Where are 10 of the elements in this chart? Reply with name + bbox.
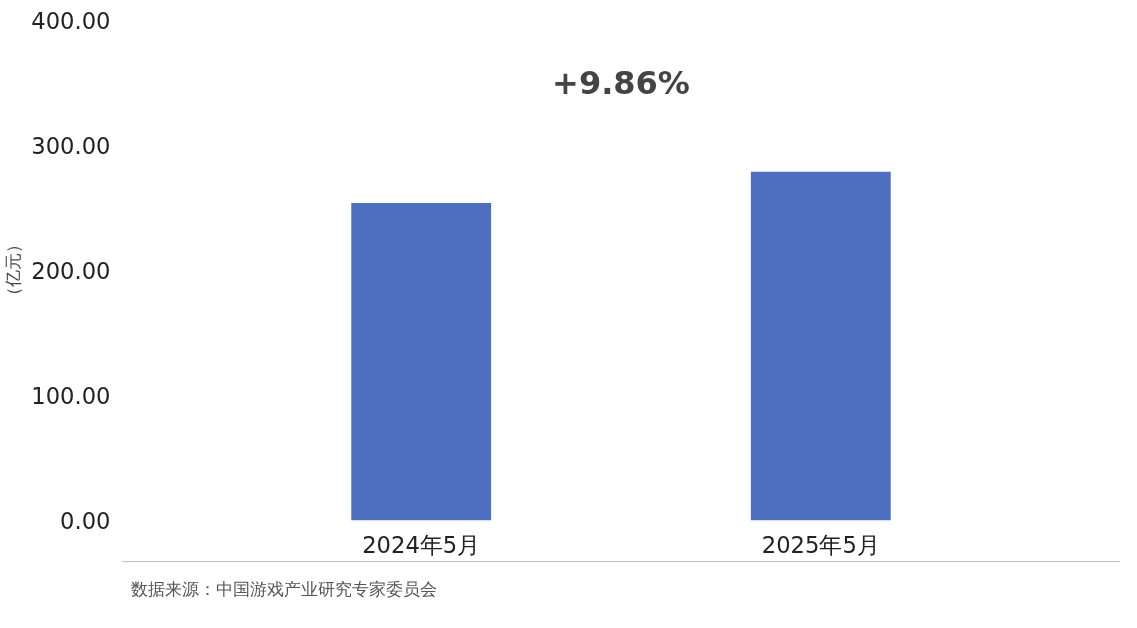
x-tick-label: 2025年5月 [761, 531, 880, 558]
y-axis-title: （亿元） [3, 236, 24, 305]
x-tick-label: 2024年5月 [362, 531, 481, 558]
source-note: 数据来源：中国游戏产业研究专家委员会 [131, 579, 438, 599]
y-tick-label: 400.00 [31, 8, 111, 34]
y-tick-label: 100.00 [31, 383, 111, 409]
y-tick-label: 300.00 [31, 133, 111, 159]
y-tick-label: 0.00 [60, 508, 111, 534]
annotation: +9.86% [552, 63, 690, 102]
y-tick-label: 200.00 [31, 258, 111, 284]
